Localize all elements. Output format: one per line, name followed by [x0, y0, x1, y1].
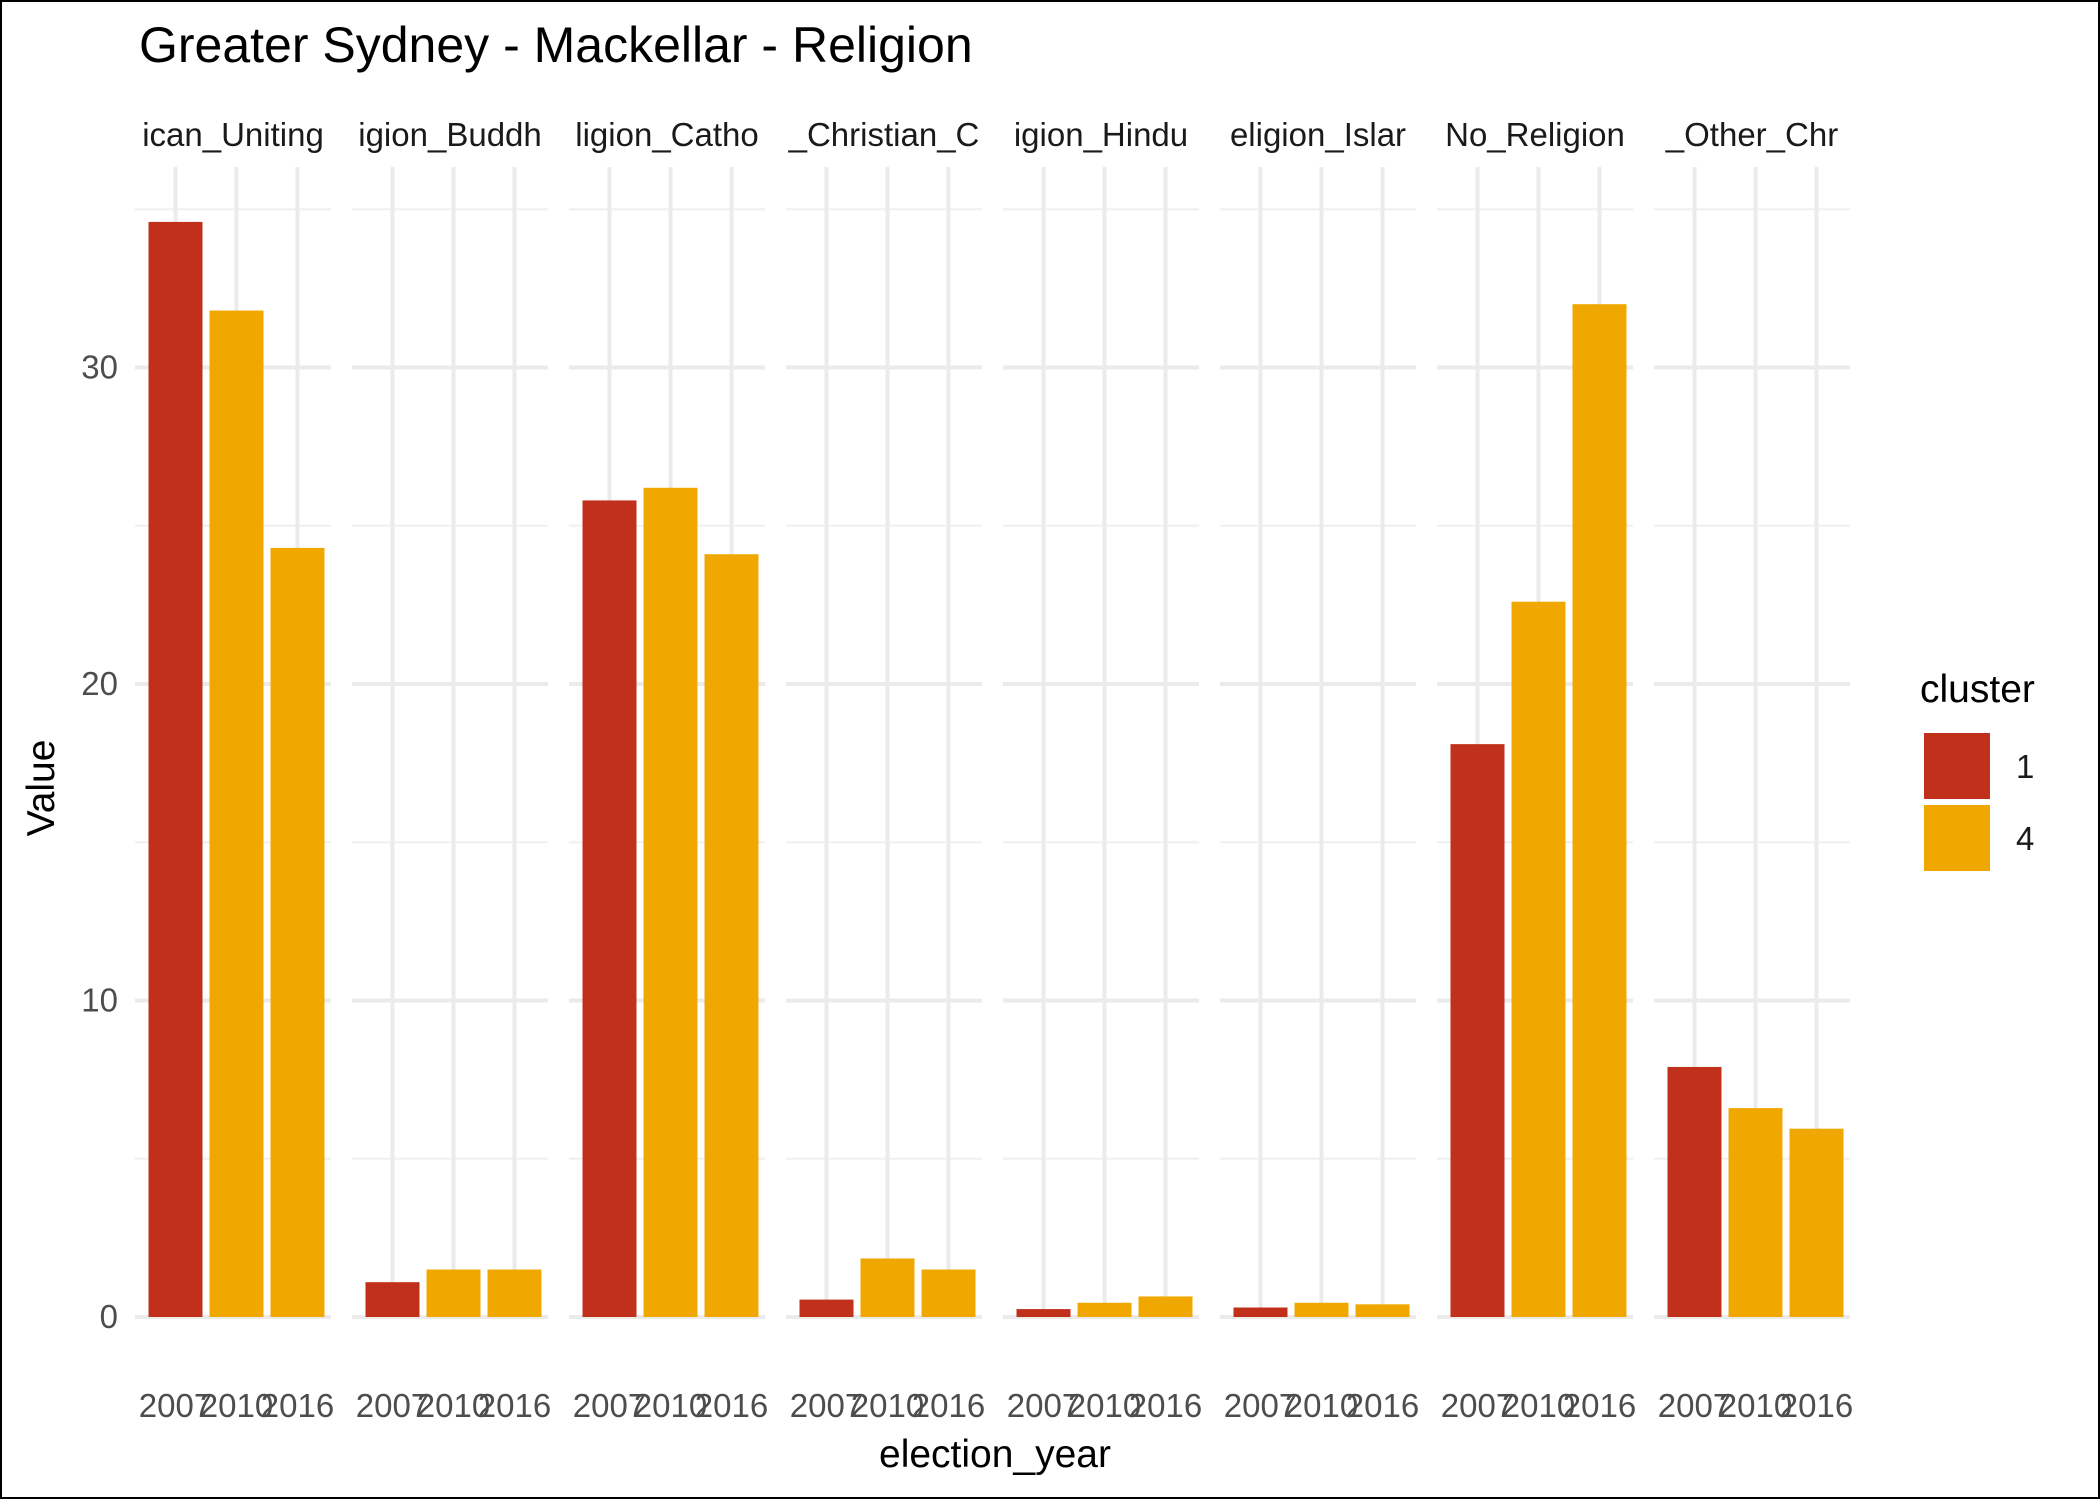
bar — [1138, 1296, 1193, 1317]
facet-strip-label: No_Religion — [1445, 116, 1625, 153]
bar — [365, 1282, 420, 1317]
bar — [426, 1269, 481, 1317]
x-tick-label: 2007 — [790, 1387, 863, 1424]
bar — [1233, 1307, 1288, 1317]
x-tick-label: 2016 — [1346, 1387, 1419, 1424]
x-tick-label: 2010 — [1068, 1387, 1141, 1424]
x-tick-label: 2010 — [200, 1387, 273, 1424]
chart-title: Greater Sydney - Mackellar - Religion — [139, 17, 973, 73]
bar — [582, 500, 637, 1317]
y-tick-label: 30 — [81, 349, 118, 386]
bar — [209, 310, 264, 1317]
bar — [921, 1269, 976, 1317]
x-tick-label: 2007 — [356, 1387, 429, 1424]
x-tick-label: 2016 — [1780, 1387, 1853, 1424]
x-tick-label: 2007 — [1007, 1387, 1080, 1424]
x-tick-label: 2007 — [1658, 1387, 1731, 1424]
legend-title: cluster — [1920, 668, 2035, 711]
bar — [1511, 601, 1566, 1317]
bar — [1016, 1309, 1071, 1317]
legend-key — [1924, 733, 1990, 799]
y-axis: 0 10 20 30 — [81, 349, 118, 1336]
bar — [1450, 744, 1505, 1317]
legend-label: 1 — [2016, 748, 2034, 785]
bar — [799, 1299, 854, 1317]
facet-strip-label: ican_Uniting — [142, 116, 324, 153]
x-tick-label: 2007 — [573, 1387, 646, 1424]
bar — [1355, 1304, 1410, 1317]
x-tick-label: 2010 — [417, 1387, 490, 1424]
x-tick-label: 2010 — [851, 1387, 924, 1424]
legend: cluster 1 4 — [1920, 668, 2035, 871]
x-tick-label: 2007 — [1224, 1387, 1297, 1424]
bar — [860, 1258, 915, 1317]
bar — [1728, 1108, 1783, 1317]
bar — [1077, 1302, 1132, 1317]
facet-strip-label: _Christian_C — [788, 116, 980, 153]
x-tick-label: 2016 — [1563, 1387, 1636, 1424]
y-axis-title: Value — [20, 740, 63, 837]
x-tick-label: 2016 — [695, 1387, 768, 1424]
x-tick-label: 2016 — [912, 1387, 985, 1424]
y-tick-label: 20 — [81, 665, 118, 702]
x-tick-label: 2007 — [1441, 1387, 1514, 1424]
facet-strip-label: igion_Buddh — [358, 116, 542, 153]
facet-strip-label: igion_Hindu — [1014, 116, 1188, 153]
facet-strip-label: ligion_Catho — [575, 116, 758, 153]
x-tick-label: 2010 — [634, 1387, 707, 1424]
bar — [643, 487, 698, 1317]
legend-label: 4 — [2016, 820, 2034, 857]
y-tick-label: 0 — [100, 1298, 118, 1335]
x-tick-label: 2016 — [1129, 1387, 1202, 1424]
y-tick-label: 10 — [81, 982, 118, 1019]
x-tick-label: 2016 — [478, 1387, 551, 1424]
bar — [270, 547, 325, 1317]
bar — [1294, 1302, 1349, 1317]
x-tick-label: 2010 — [1719, 1387, 1792, 1424]
legend-key — [1924, 805, 1990, 871]
bar — [704, 554, 759, 1317]
bar — [487, 1269, 542, 1317]
bar — [1667, 1066, 1722, 1317]
bar — [1572, 304, 1627, 1317]
x-tick-label: 2016 — [261, 1387, 334, 1424]
x-tick-label: 2010 — [1502, 1387, 1575, 1424]
bar — [1789, 1128, 1844, 1317]
x-axis-title: election_year — [879, 1433, 1111, 1476]
facet-strip-label: _Other_Chr — [1665, 116, 1838, 153]
facet-strip-label: eligion_Islar — [1230, 116, 1406, 153]
facet-panels: ican_Uniting200720102016igion_Buddh20072… — [135, 116, 1853, 1424]
x-tick-label: 2007 — [139, 1387, 212, 1424]
bar — [148, 221, 203, 1317]
x-tick-label: 2010 — [1285, 1387, 1358, 1424]
